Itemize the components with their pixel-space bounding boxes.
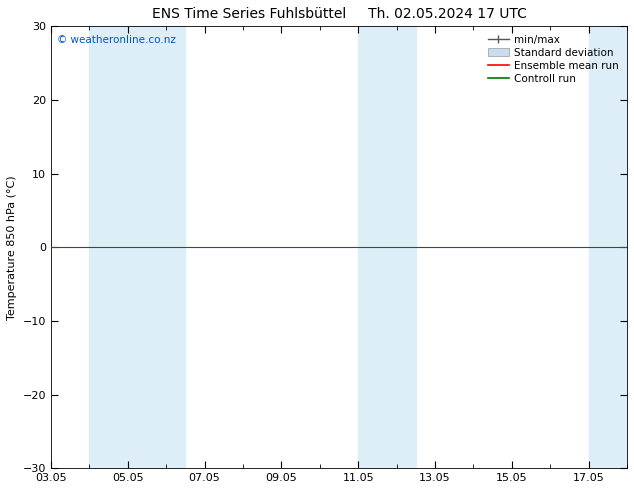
Bar (588, 26, 627, 468)
Bar (89, 26, 185, 468)
Legend: min/max, Standard deviation, Ensemble mean run, Controll run: min/max, Standard deviation, Ensemble me… (485, 31, 622, 87)
Y-axis label: Temperature 850 hPa (°C): Temperature 850 hPa (°C) (7, 175, 17, 319)
Bar (358, 26, 416, 468)
Title: ENS Time Series Fuhlsbüttel     Th. 02.05.2024 17 UTC: ENS Time Series Fuhlsbüttel Th. 02.05.20… (152, 7, 526, 21)
Text: © weatheronline.co.nz: © weatheronline.co.nz (56, 35, 176, 45)
